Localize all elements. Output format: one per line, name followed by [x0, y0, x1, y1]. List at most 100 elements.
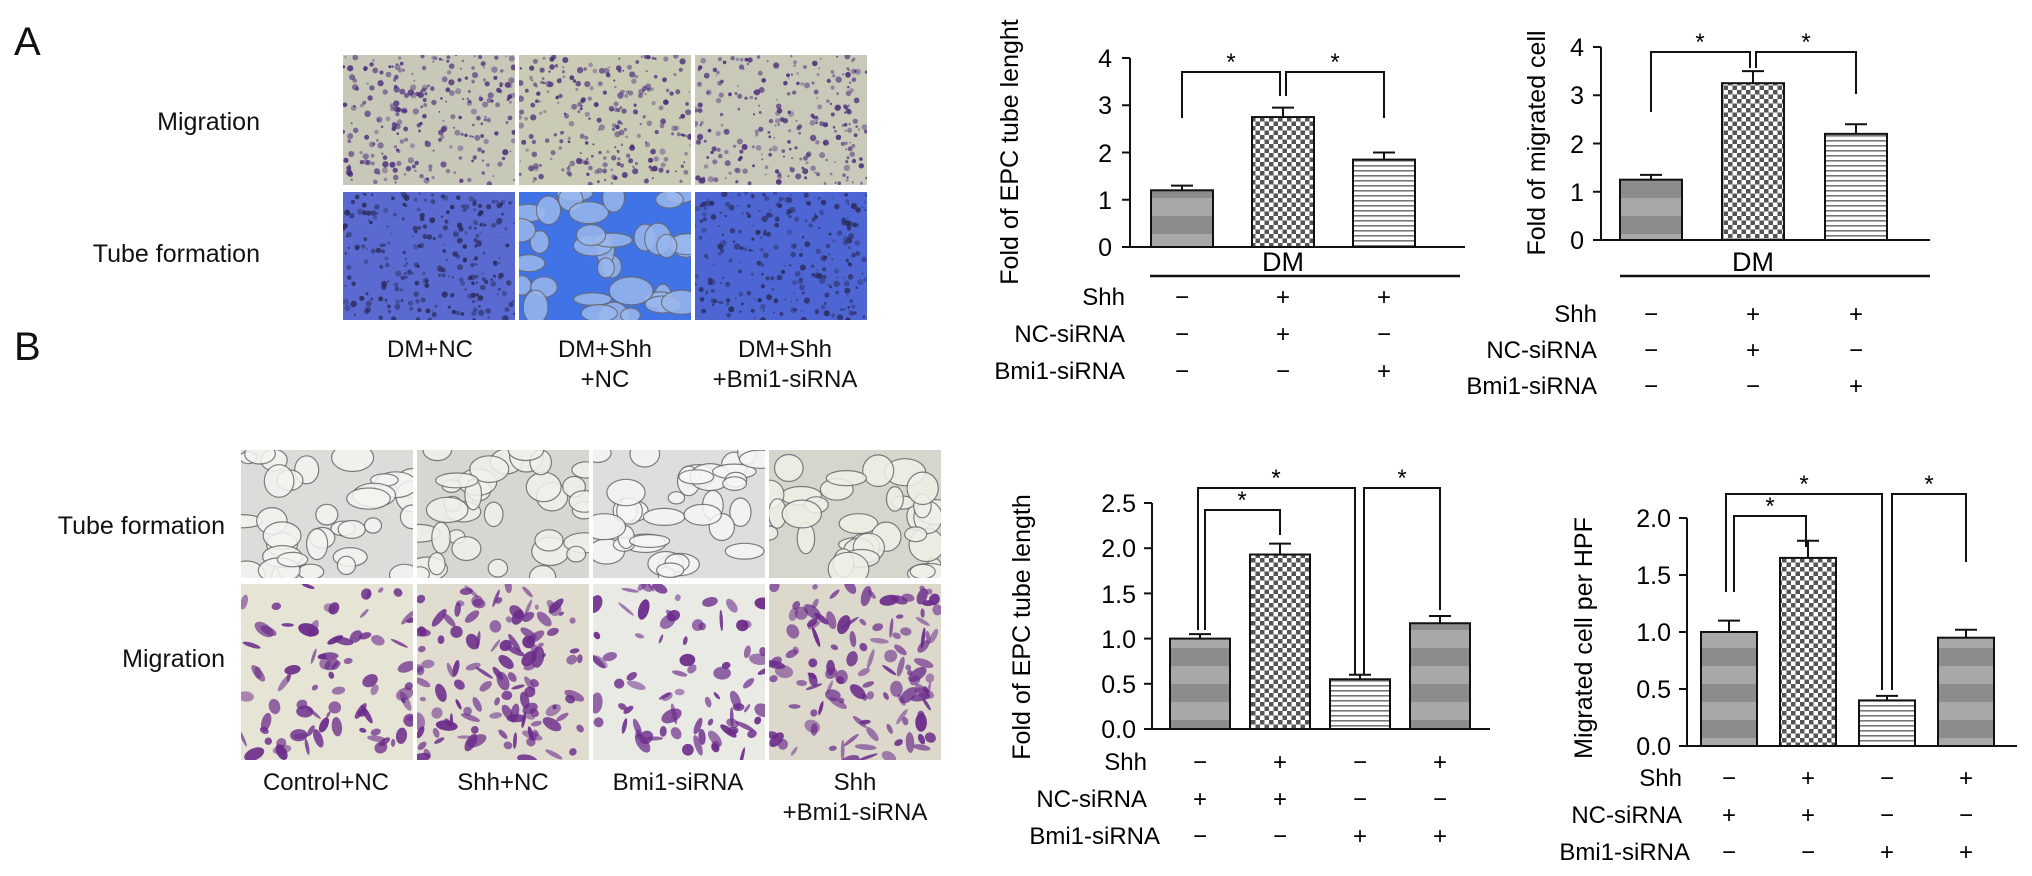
chart-b2-ytick-3: 1.5 — [1636, 562, 1671, 590]
micrograph-b-tube-shh-bmi1 — [769, 450, 941, 578]
chart-a1-ytick-0: 0 — [1098, 234, 1112, 262]
chart-b1-sig-bracket-3 — [1363, 487, 1441, 675]
chart-a1-sig-star-2: * — [1330, 49, 1339, 76]
chart-b2-ytick-0: 0.0 — [1636, 733, 1671, 761]
chart-b1-ytick-0: 0.0 — [1101, 716, 1136, 744]
chart-b1-error-1 — [1189, 633, 1211, 639]
chart-a2-sign-2-2: + — [1746, 337, 1760, 364]
chart-a2-row-label-1: Shh — [1554, 301, 1597, 328]
chart-b1-sign-1-3: − — [1353, 749, 1367, 776]
chart-b2-sig-bracket-2 — [1725, 493, 1883, 690]
chart-b2: Migrated cell per HPF 0.0 0.5 1.0 1.5 2.… — [1559, 471, 2017, 866]
chart-a2-sign-1-2: + — [1746, 301, 1760, 328]
chart-a1-ytick-1: 1 — [1098, 187, 1112, 215]
chart-a2-row-label-2: NC-siRNA — [1486, 337, 1597, 364]
chart-a1-sig-bracket-2 — [1285, 71, 1385, 118]
chart-b1-sign-2-1: + — [1193, 786, 1207, 813]
chart-a2-sign-2-3: − — [1849, 337, 1863, 364]
chart-b2-bar-1 — [1700, 631, 1758, 747]
chart-b2-sign-1-1: − — [1722, 765, 1736, 792]
panel-b-caption-4: Shh +Bmi1-siRNA — [782, 769, 928, 826]
chart-a1-bar-2 — [1251, 116, 1315, 248]
chart-a2-sign-3-3: + — [1849, 373, 1863, 400]
chart-a1-row-label-2: NC-siRNA — [1014, 321, 1125, 348]
panel-a-row-label-tube-formation: Tube formation — [92, 240, 260, 268]
chart-a1-ytick-4: 4 — [1098, 45, 1112, 73]
chart-a2-sign-1-1: − — [1644, 301, 1658, 328]
panel-b-row-label-migration: Migration — [122, 645, 225, 673]
micrograph-a-tube-dm-shh-bmi1 — [695, 192, 867, 320]
chart-b1-sig-bracket-2 — [1197, 487, 1356, 675]
chart-a2-ytick-3: 3 — [1570, 82, 1584, 110]
chart-a1-sign-1-1: − — [1175, 284, 1189, 311]
chart-a2-group-label: DM — [1732, 247, 1774, 277]
chart-a2-row-label-3: Bmi1-siRNA — [1466, 373, 1597, 400]
chart-b1-sig-star-3: * — [1397, 465, 1406, 492]
chart-a1: Fold of EPC tube lenght 0 1 2 3 4 * * DM… — [994, 19, 1465, 385]
chart-a2-sign-3-1: − — [1644, 373, 1658, 400]
micrograph-b-tube-control-nc — [241, 450, 413, 578]
panel-a-caption-3: DM+Shh +Bmi1-siRNA — [712, 336, 858, 393]
micrograph-b-migration-bmi1-sirna — [593, 584, 765, 760]
chart-a2-ytick-1: 1 — [1570, 179, 1584, 207]
chart-b2-sign-3-2: − — [1801, 839, 1815, 866]
chart-a1-bar-3 — [1352, 158, 1416, 248]
chart-b2-sign-3-1: − — [1722, 839, 1736, 866]
chart-b1-error-3 — [1349, 673, 1371, 680]
panel-a-caption-1: DM+NC — [386, 336, 473, 363]
chart-a1-sig-star-1: * — [1226, 49, 1235, 76]
chart-b2-sign-3-3: + — [1880, 839, 1894, 866]
chart-a1-error-3 — [1373, 151, 1395, 160]
chart-a2-sig-star-2: * — [1801, 29, 1810, 56]
chart-b1-error-4 — [1429, 615, 1451, 624]
chart-a1-bar-1 — [1150, 189, 1214, 249]
chart-b1-sign-2-3: − — [1353, 786, 1367, 813]
micrograph-b-migration-shh-bmi1 — [769, 584, 941, 760]
chart-b1-bar-2 — [1249, 553, 1311, 731]
chart-b1-bar-1 — [1169, 637, 1231, 730]
panel-b-row-label-tube-formation: Tube formation — [57, 512, 225, 540]
chart-b1-error-2 — [1269, 542, 1291, 555]
chart-b1-ytick-3: 1.5 — [1101, 581, 1136, 609]
micrograph-a-tube-dm-shh-nc — [519, 192, 691, 320]
chart-a2: Fold of migrated cell 0 1 2 3 4 * * DM S… — [1466, 29, 1930, 400]
chart-b2-error-1 — [1718, 619, 1740, 632]
chart-b2-ylabel: Migrated cell per HPF — [1570, 517, 1598, 759]
micrograph-a-tube-dm-nc — [343, 192, 515, 320]
chart-b2-sign-1-4: + — [1959, 765, 1973, 792]
micrograph-b-tube-shh-nc — [417, 450, 589, 578]
chart-a2-sig-star-1: * — [1695, 29, 1704, 56]
panel-a-caption-2: DM+Shh +NC — [557, 336, 653, 393]
chart-b2-row-label-1: Shh — [1639, 765, 1682, 792]
micrograph-b-migration-control-nc — [241, 584, 413, 760]
chart-a1-sign-2-3: − — [1377, 321, 1391, 348]
chart-b2-ytick-4: 2.0 — [1636, 505, 1671, 533]
panel-b-caption-2: Shh+NC — [457, 769, 549, 796]
chart-b1-sign-1-2: + — [1273, 749, 1287, 776]
panel-b-caption-1: Control+NC — [262, 769, 390, 796]
chart-a2-ylabel: Fold of migrated cell — [1523, 30, 1551, 255]
chart-a1-ytick-2: 2 — [1098, 140, 1112, 168]
chart-b1-sign-1-1: − — [1193, 749, 1207, 776]
chart-a1-ytick-3: 3 — [1098, 92, 1112, 120]
micrograph-a-migration-dm-shh-nc — [519, 55, 691, 185]
chart-a1-error-1 — [1171, 184, 1193, 191]
chart-a2-error-3 — [1845, 123, 1867, 134]
chart-b2-sig-star-2: * — [1799, 471, 1808, 498]
chart-b2-ytick-2: 1.0 — [1636, 619, 1671, 647]
chart-b2-error-4 — [1955, 628, 1977, 638]
chart-b1-bar-4 — [1409, 622, 1471, 730]
chart-a1-sig-bracket-1 — [1181, 71, 1281, 118]
chart-b1-row-label-3: Bmi1-siRNA — [1029, 823, 1160, 850]
chart-b1-row-label-1: Shh — [1104, 749, 1147, 776]
micrograph-a-migration-dm-shh-bmi1 — [695, 55, 867, 185]
chart-b1-bar-3 — [1329, 678, 1391, 731]
chart-b1-sig-bracket-1 — [1204, 509, 1281, 630]
chart-b1: Fold of EPC tube length 0.0 0.5 1.0 1.5 … — [1008, 465, 1490, 850]
chart-b1-ylabel: Fold of EPC tube length — [1008, 494, 1036, 759]
chart-b2-sig-bracket-1 — [1733, 515, 1807, 592]
chart-b1-ytick-5: 2.5 — [1101, 490, 1136, 518]
chart-b2-error-3 — [1876, 694, 1898, 701]
panel-letter-a: A — [14, 20, 41, 64]
